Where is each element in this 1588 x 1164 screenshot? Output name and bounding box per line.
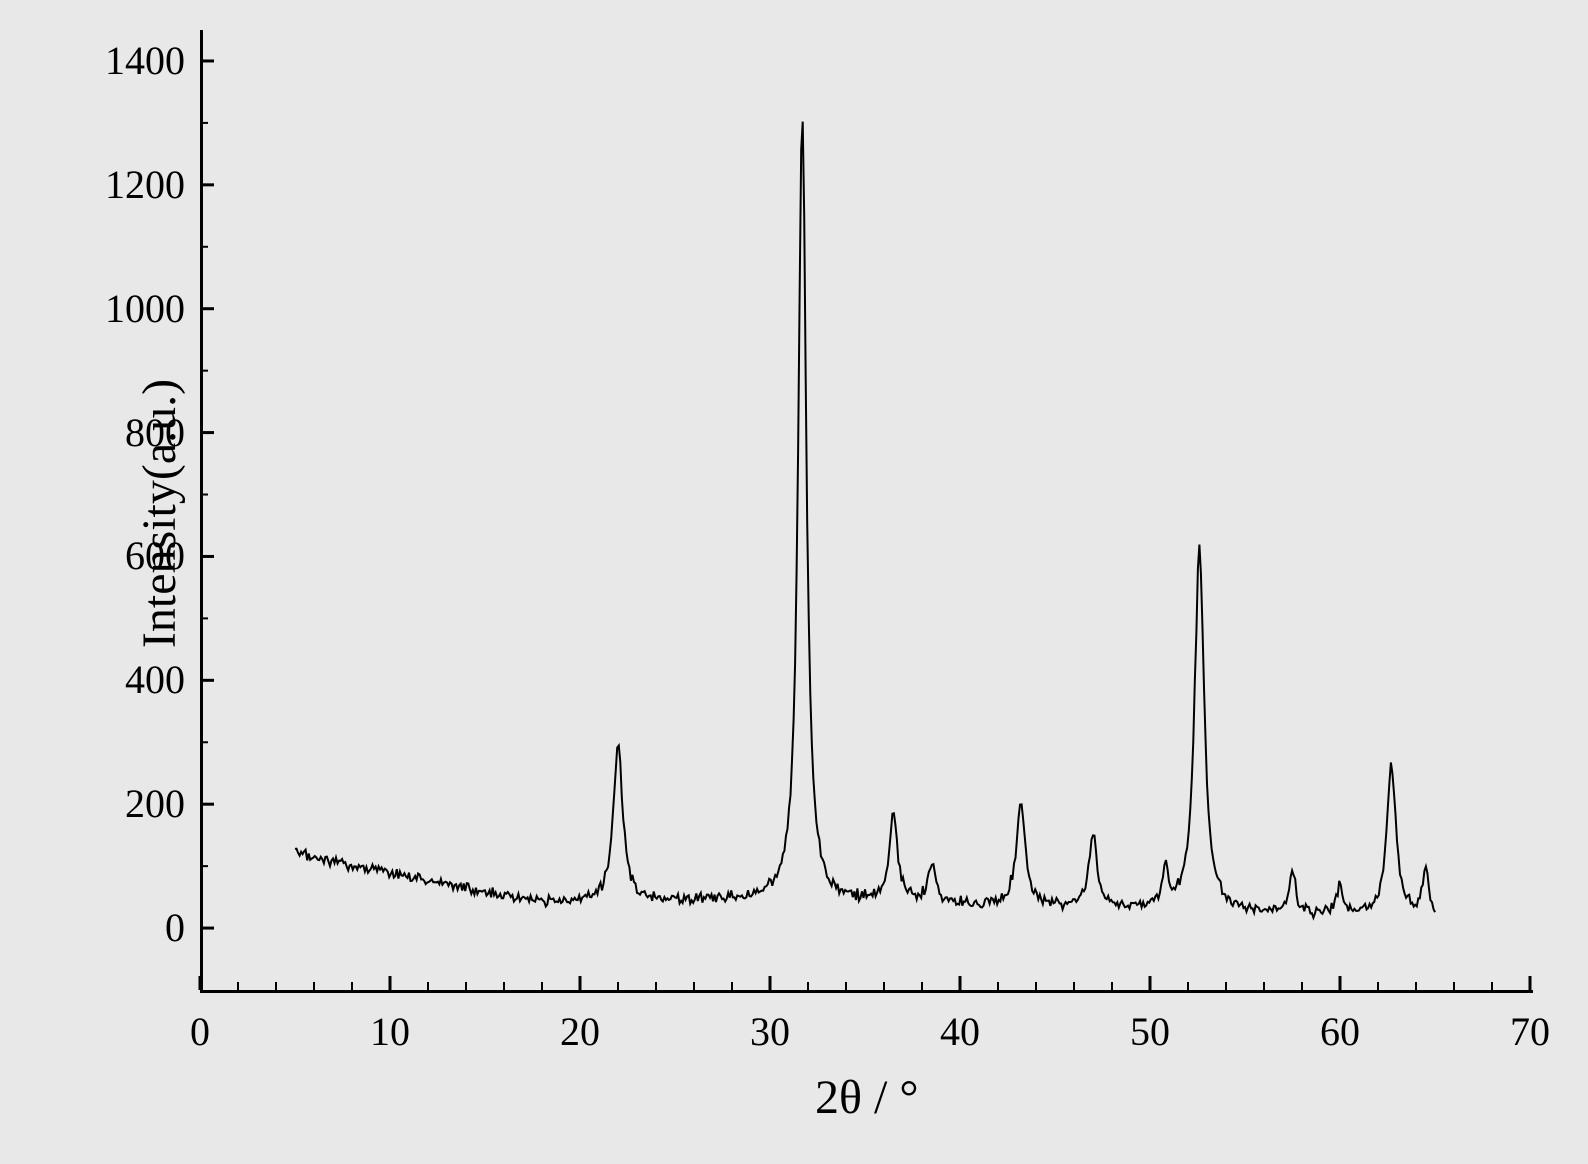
xrd-chart: Intensity(a.u.) 2θ / ° 01020304050607002… xyxy=(0,0,1588,1164)
y-tick-label: 600 xyxy=(65,532,185,579)
xrd-trace xyxy=(295,122,1435,918)
x-tick-label: 30 xyxy=(730,1008,810,1055)
x-tick-label: 50 xyxy=(1110,1008,1190,1055)
y-tick-label: 400 xyxy=(65,656,185,703)
y-tick-label: 1400 xyxy=(65,37,185,84)
x-tick-label: 10 xyxy=(350,1008,430,1055)
y-tick-label: 200 xyxy=(65,780,185,827)
y-tick-label: 0 xyxy=(65,904,185,951)
y-tick-label: 1000 xyxy=(65,285,185,332)
y-tick-label: 1200 xyxy=(65,161,185,208)
plot-svg xyxy=(0,0,1588,1164)
x-tick-label: 40 xyxy=(920,1008,1000,1055)
x-tick-label: 0 xyxy=(160,1008,240,1055)
x-tick-label: 20 xyxy=(540,1008,620,1055)
x-tick-label: 70 xyxy=(1490,1008,1570,1055)
y-tick-label: 800 xyxy=(65,409,185,456)
x-tick-label: 60 xyxy=(1300,1008,1380,1055)
